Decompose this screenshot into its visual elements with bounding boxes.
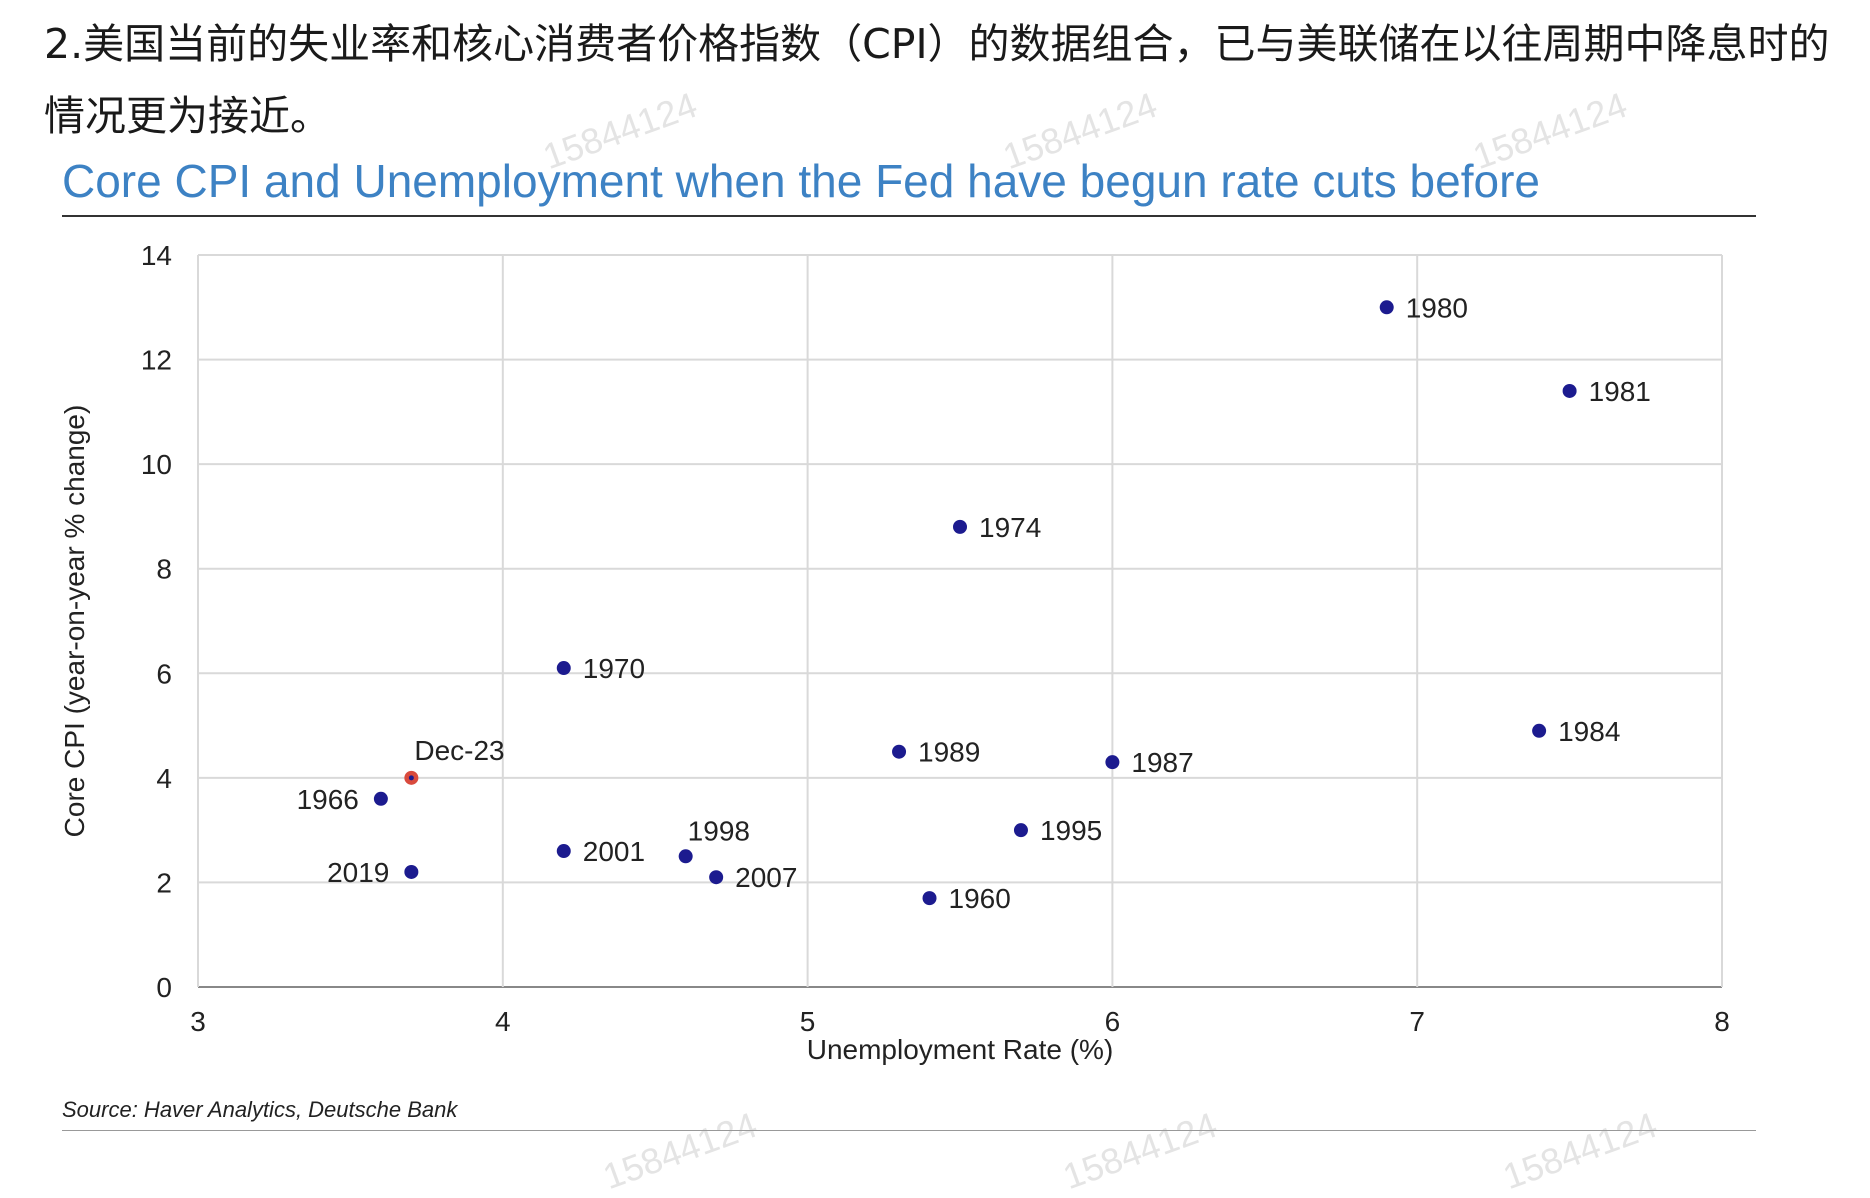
intro-text: 2.美国当前的失业率和核心消费者价格指数（CPI）的数据组合，已与美联储在以往周… (44, 20, 1830, 140)
x-tick-label: 3 (190, 1006, 206, 1037)
data-point (1105, 755, 1120, 770)
point-label: 1998 (688, 815, 750, 846)
y-axis-label: Core CPI (year-on-year % change) (62, 405, 90, 838)
point-label: 1984 (1558, 716, 1620, 747)
point-label: 2019 (327, 857, 389, 888)
data-point (404, 864, 419, 879)
y-tick-label: 6 (156, 658, 172, 689)
data-point (922, 891, 937, 906)
data-point (556, 661, 571, 676)
data-point (1532, 723, 1547, 738)
data-point (678, 849, 693, 864)
y-tick-label: 8 (156, 554, 172, 585)
point-label: 1989 (918, 737, 980, 768)
data-point (953, 519, 967, 534)
data-point (709, 870, 724, 885)
point-label: 1970 (583, 653, 645, 684)
y-tick-label: 4 (156, 763, 172, 794)
point-label: 1980 (1406, 292, 1468, 323)
point-label: 1987 (1131, 747, 1193, 778)
source-note: Source: Haver Analytics, Deutsche Bank (62, 1097, 458, 1122)
y-tick-label: 12 (141, 345, 172, 376)
data-point-core (408, 775, 414, 781)
y-tick-label: 14 (141, 240, 172, 271)
x-tick-label: 5 (800, 1006, 816, 1037)
data-point (1013, 823, 1028, 838)
point-label: 1966 (297, 784, 359, 815)
point-label: 2007 (735, 862, 797, 893)
data-point (1562, 383, 1577, 398)
bottom-divider (62, 1130, 1756, 1131)
data-point (556, 844, 571, 859)
watermark: 15844124 (1497, 1103, 1663, 1198)
watermark: 15844124 (597, 1103, 763, 1198)
chart-title: Core CPI and Unemployment when the Fed h… (62, 155, 1540, 207)
point-label: 1981 (1589, 376, 1651, 407)
point-label: Dec-23 (414, 735, 504, 766)
point-label: 1995 (1040, 815, 1102, 846)
x-tick-label: 4 (495, 1006, 511, 1037)
data-point (373, 791, 388, 806)
data-points: 1980 1981 1974 1970 1984 1989 1987 Dec-23 1966 19… (297, 292, 1651, 914)
point-label: 1974 (979, 512, 1041, 543)
data-point (1379, 300, 1394, 315)
y-tick-label: 2 (156, 867, 172, 898)
point-label: 1960 (949, 883, 1011, 914)
title-divider (62, 215, 1756, 217)
grid (197, 254, 1723, 988)
x-tick-label: 6 (1105, 1006, 1121, 1037)
y-tick-label: 10 (141, 449, 172, 480)
watermark: 15844124 (1057, 1103, 1223, 1198)
data-point (892, 744, 907, 759)
axes: 0 2 4 6 8 10 12 14 3 4 5 6 7 8 (141, 240, 1730, 1037)
y-tick-label: 0 (156, 972, 172, 1003)
x-tick-label: 7 (1409, 1006, 1425, 1037)
point-label: 2001 (583, 836, 645, 867)
x-axis-label: Unemployment Rate (%) (807, 1034, 1114, 1065)
x-tick-label: 8 (1714, 1006, 1730, 1037)
